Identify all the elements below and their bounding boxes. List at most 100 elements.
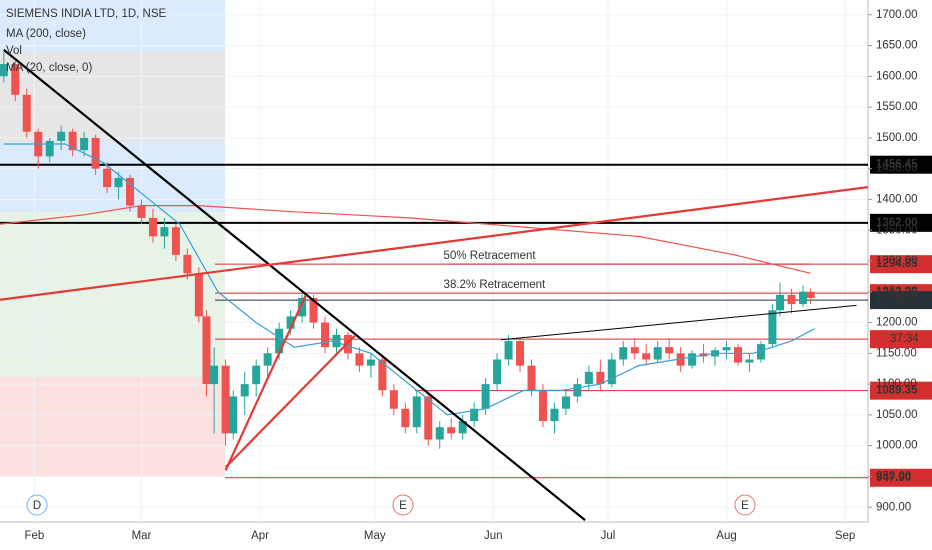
candle-body [309, 297, 318, 323]
y-tick-label: 1000.00 [876, 440, 918, 452]
x-tick-label: Apr [251, 530, 269, 542]
candle-body [210, 365, 219, 385]
candle-body [148, 217, 157, 237]
candle-body [493, 359, 502, 385]
y-tick-label: 1450.00 [876, 163, 918, 175]
candle-body [481, 384, 490, 409]
candle-body [596, 371, 605, 385]
candle-body [91, 137, 100, 169]
y-tick-label: 900.00 [876, 501, 911, 513]
candle-body [103, 168, 112, 188]
candle-body [171, 227, 180, 255]
indicator-label: Vol [6, 45, 22, 57]
y-tick-label: 1100.00 [876, 378, 917, 390]
candle-body [275, 328, 284, 354]
candle-body [676, 353, 685, 366]
candle-body [298, 297, 307, 317]
event-label: E [741, 500, 749, 512]
y-tick-label: 1600.00 [876, 70, 918, 82]
candle-body [756, 344, 765, 360]
candle-body [401, 408, 410, 428]
candle-body [630, 347, 639, 354]
candle-body [412, 396, 421, 428]
ma-line [0, 205, 811, 274]
y-tick-label: 1150.00 [876, 347, 917, 359]
candle-body [688, 353, 697, 366]
price-label: 1236.50 [876, 294, 918, 306]
indicator-label: MA (20, close, 0) [6, 62, 92, 74]
event-label: E [399, 500, 407, 512]
candle-body [114, 177, 123, 188]
price-label-box [870, 155, 932, 174]
candle-body [45, 140, 54, 157]
y-tick-label: 1650.00 [876, 40, 918, 52]
x-tick-label: Sep [835, 530, 855, 542]
x-tick-label: Feb [25, 530, 45, 542]
y-tick-label: 1250.00 [876, 286, 918, 298]
candle-body [504, 341, 513, 360]
fib-zone [0, 52, 225, 142]
candle-body [68, 131, 77, 151]
candle-body [389, 390, 398, 409]
candle-body [619, 347, 628, 360]
price-label-box [870, 468, 932, 487]
candle-body [221, 365, 230, 434]
y-tick-label: 1400.00 [876, 193, 918, 205]
y-tick-label: 1700.00 [876, 9, 918, 21]
candle-body [447, 427, 456, 434]
x-tick-label: Jul [601, 530, 616, 542]
candle-body [366, 359, 375, 366]
candle-body [516, 341, 525, 366]
candle-body [787, 294, 796, 305]
candle-body [470, 408, 479, 422]
annotation: 38.2% Retracement [444, 279, 546, 291]
candle-body [263, 353, 272, 366]
candle-body [240, 384, 249, 397]
trendline [224, 334, 357, 468]
candle-body [229, 396, 238, 434]
price-label-box [870, 255, 932, 274]
candle-body [776, 294, 785, 311]
x-tick-label: Aug [716, 530, 736, 542]
event-marker [392, 494, 414, 516]
price-label-box [870, 213, 932, 232]
candle-body [332, 334, 341, 348]
candle-body [355, 353, 364, 366]
candle-body [561, 396, 570, 409]
candle-body [806, 291, 815, 298]
candle-body [424, 396, 433, 440]
candle-body [57, 131, 66, 141]
y-tick-label: 1500.00 [876, 132, 918, 144]
candle-body [798, 291, 807, 305]
price-label-box [870, 381, 932, 400]
trendline [500, 304, 857, 341]
y-tick-label: 1350.00 [876, 224, 918, 236]
trendline [224, 294, 307, 471]
fib-zone [0, 377, 225, 477]
event-marker [26, 494, 48, 516]
event-label: D [33, 500, 41, 512]
y-tick-label: 1050.00 [876, 409, 918, 421]
event-marker [734, 494, 756, 516]
candle-body [160, 227, 169, 237]
y-tick-label: 1200.00 [876, 317, 918, 329]
candle-body [745, 359, 754, 363]
candle-body [550, 408, 559, 422]
trendline [0, 186, 869, 301]
candle-body [80, 137, 89, 151]
candle-body [0, 64, 8, 77]
candle-body [607, 359, 616, 385]
candle-body [183, 254, 192, 274]
candle-body [653, 347, 662, 360]
chart-title: SIEMENS INDIA LTD, 1D, NSE [6, 8, 167, 20]
indicator-label: MA (200, close) [6, 28, 86, 40]
candle-body [22, 94, 31, 132]
price-label: 1089.35 [876, 385, 918, 397]
x-tick-label: May [364, 530, 386, 542]
candle-body [202, 316, 211, 385]
y-tick-label: 1550.00 [876, 101, 918, 113]
x-tick-label: Mar [132, 530, 152, 542]
candle-body [584, 371, 593, 385]
candle-body [137, 205, 146, 218]
